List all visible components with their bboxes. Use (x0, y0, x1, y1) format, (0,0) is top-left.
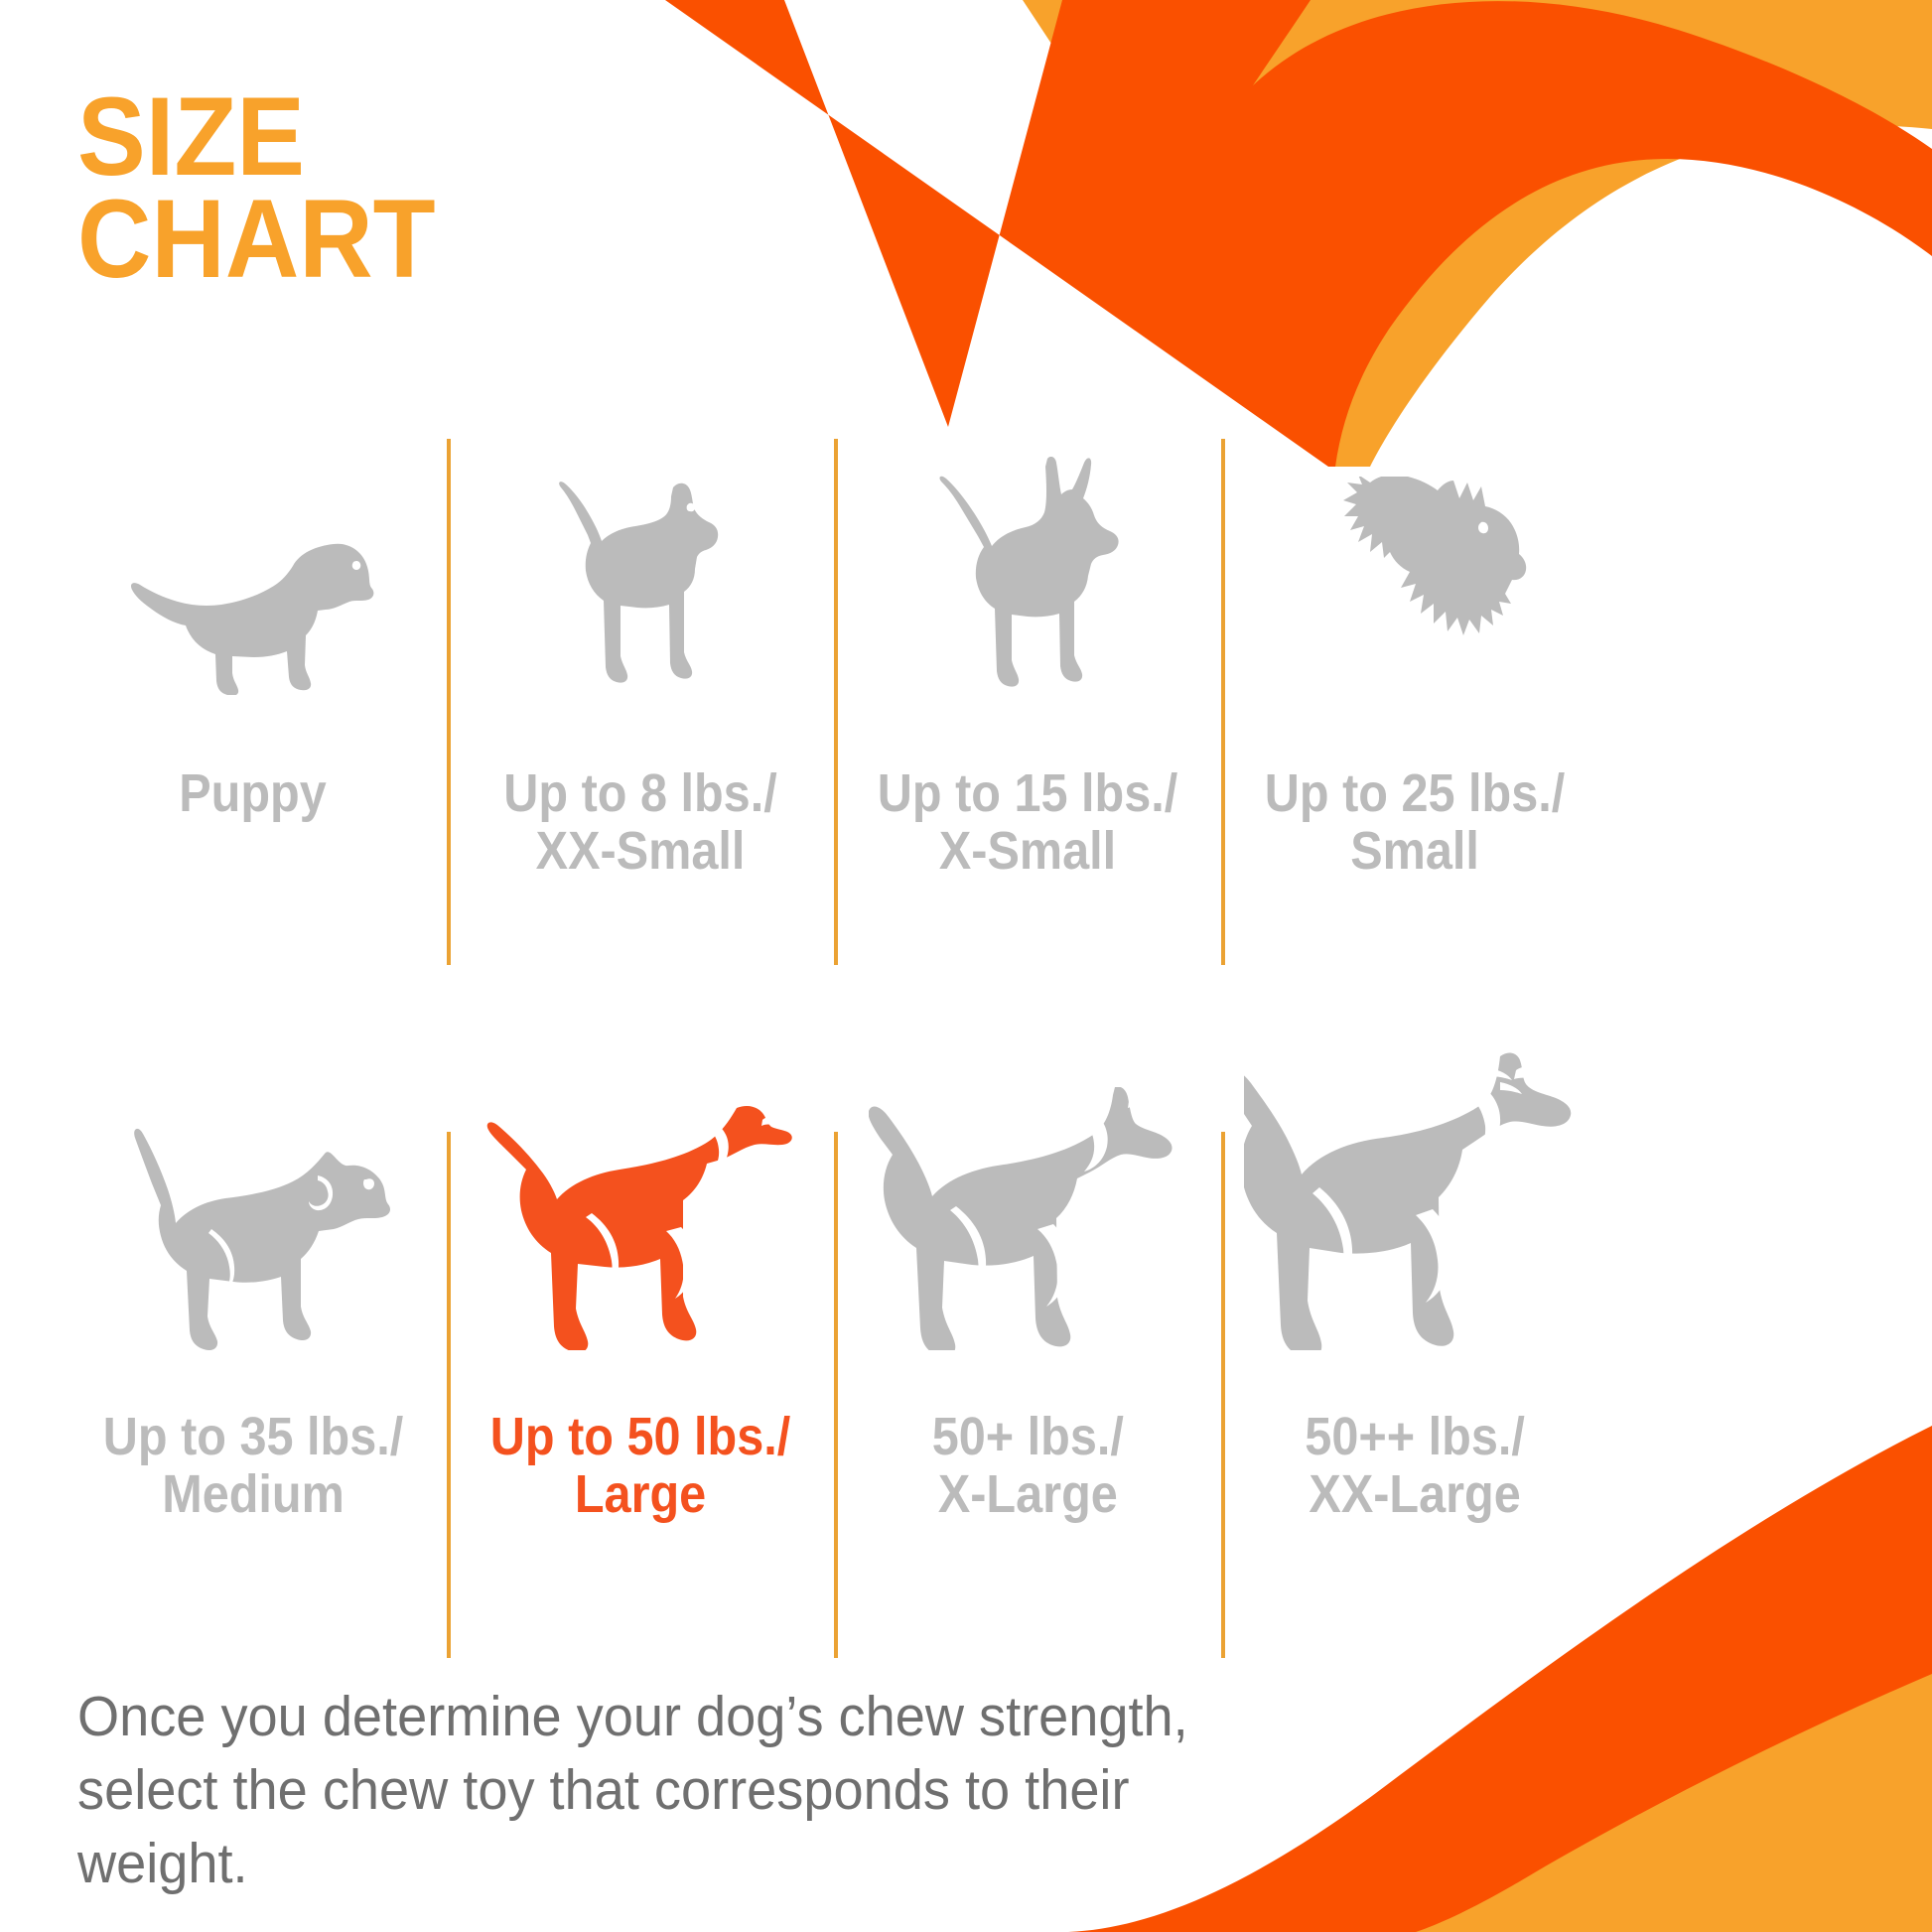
shepherd-dog-icon (869, 1087, 1173, 1350)
size-cell-label: 50++ lbs./ XX-Large (1305, 1407, 1525, 1525)
size-row-1: Puppy Up to 8 lbs./ XX-Small (60, 397, 1608, 973)
puppy-dog-art (60, 397, 447, 695)
size-cell-label: Puppy (179, 763, 328, 823)
min-pinscher-dog-icon (939, 457, 1119, 687)
size-cell-label: Up to 25 lbs./ Small (1264, 763, 1566, 882)
size-cell-puppy[interactable]: Puppy (60, 397, 447, 973)
terrier-dog-icon (1343, 477, 1527, 635)
puppy-dog-icon (131, 543, 374, 695)
beagle-dog-icon (134, 1128, 390, 1350)
size-grid: Puppy Up to 8 lbs./ XX-Small (60, 397, 1608, 1658)
column-divider (1221, 439, 1225, 965)
beagle-dog-art (60, 1023, 447, 1350)
size-cell-label: Up to 8 lbs./ XX-Small (503, 763, 777, 882)
size-cell-xx-small[interactable]: Up to 8 lbs./ XX-Small (447, 397, 834, 973)
size-cell-label: Up to 15 lbs./ X-Small (877, 763, 1178, 882)
page-title: SIZE CHART (77, 74, 693, 302)
title-line-size: SIZE (77, 74, 306, 199)
size-cell-label: 50+ lbs./ X-Large (931, 1407, 1124, 1525)
size-cell-label: Up to 35 lbs./ Medium (102, 1407, 404, 1525)
great-dane-dog-icon (1243, 1052, 1571, 1350)
caption-text: Once you determine your dog’s chew stren… (77, 1685, 1188, 1896)
size-cell-small[interactable]: Up to 25 lbs./ Small (1221, 397, 1608, 973)
chihuahua-dog-icon (559, 482, 719, 683)
shepherd-dog-art (834, 1023, 1221, 1350)
size-row-2: Up to 35 lbs./ Medium Up to 50 lbs./ Lar… (60, 1023, 1608, 1658)
size-cell-x-large[interactable]: 50+ lbs./ X-Large (834, 1023, 1221, 1618)
min-pinscher-dog-art (834, 397, 1221, 695)
column-divider (834, 439, 838, 965)
column-divider (834, 1132, 838, 1658)
column-divider (447, 1132, 451, 1658)
labrador-dog-art (447, 1023, 834, 1350)
size-cell-xx-large[interactable]: 50++ lbs./ XX-Large (1221, 1023, 1608, 1618)
size-cell-x-small[interactable]: Up to 15 lbs./ X-Small (834, 397, 1221, 973)
size-cell-label: Up to 50 lbs./ Large (489, 1407, 791, 1525)
swoosh-bottom-amber-shape (1416, 1674, 1932, 1932)
terrier-dog-art (1221, 397, 1608, 695)
chihuahua-dog-art (447, 397, 834, 695)
size-cell-large[interactable]: Up to 50 lbs./ Large (447, 1023, 834, 1618)
labrador-dog-icon (486, 1105, 792, 1350)
great-dane-dog-art (1221, 1023, 1608, 1350)
title-line-chart: CHART (77, 177, 436, 302)
column-divider (447, 439, 451, 965)
column-divider (1221, 1132, 1225, 1658)
size-cell-medium[interactable]: Up to 35 lbs./ Medium (60, 1023, 447, 1618)
